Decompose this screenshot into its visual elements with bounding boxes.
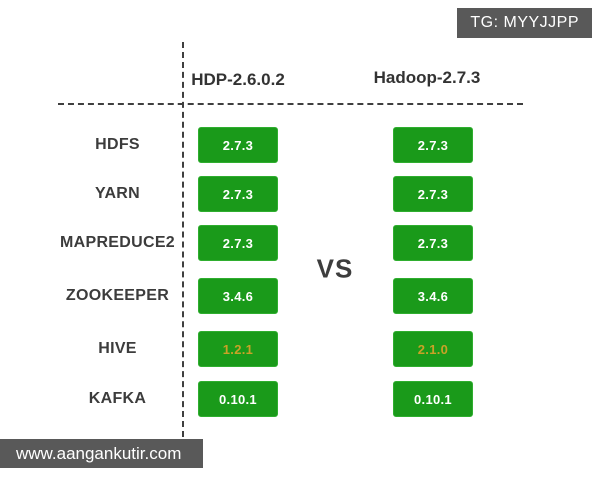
tag-badge: TG: MYYJJPP <box>457 8 592 38</box>
comparison-row: ZOOKEEPER 3.4.6 3.4.6 <box>0 278 600 314</box>
component-label: ZOOKEEPER <box>65 287 170 304</box>
component-label: KAFKA <box>88 390 147 407</box>
version-badge-right: 0.10.1 <box>393 381 473 417</box>
horizontal-divider-line <box>58 103 523 105</box>
version-badge-left: 2.7.3 <box>198 225 278 261</box>
comparison-row: YARN 2.7.3 2.7.3 <box>0 176 600 212</box>
version-badge-right: 2.7.3 <box>393 127 473 163</box>
component-label: HIVE <box>98 340 137 357</box>
comparison-row: HIVE 1.2.1 2.1.0 <box>0 331 600 367</box>
version-badge-right: 2.7.3 <box>393 176 473 212</box>
component-label: HDFS <box>95 136 140 153</box>
version-badge-left: 3.4.6 <box>198 278 278 314</box>
version-badge-left: 2.7.3 <box>198 127 278 163</box>
component-label: MAPREDUCE2 <box>59 234 175 251</box>
site-watermark: www.aangankutir.com <box>0 439 203 468</box>
column-header-hadoop: Hadoop-2.7.3 <box>373 68 481 87</box>
component-label: YARN <box>94 185 141 202</box>
version-badge-left: 2.7.3 <box>198 176 278 212</box>
comparison-row: MAPREDUCE2 2.7.3 2.7.3 <box>0 225 600 261</box>
version-badge-right: 2.1.0 <box>393 331 473 367</box>
comparison-row: HDFS 2.7.3 2.7.3 <box>0 127 600 163</box>
version-badge-left: 1.2.1 <box>198 331 278 367</box>
comparison-row: KAFKA 0.10.1 0.10.1 <box>0 381 600 417</box>
column-header-hdp: HDP-2.6.0.2 <box>191 70 285 89</box>
version-badge-right: 3.4.6 <box>393 278 473 314</box>
vertical-divider-line <box>182 42 184 437</box>
vs-label: VS <box>316 253 354 284</box>
version-badge-left: 0.10.1 <box>198 381 278 417</box>
version-badge-right: 2.7.3 <box>393 225 473 261</box>
